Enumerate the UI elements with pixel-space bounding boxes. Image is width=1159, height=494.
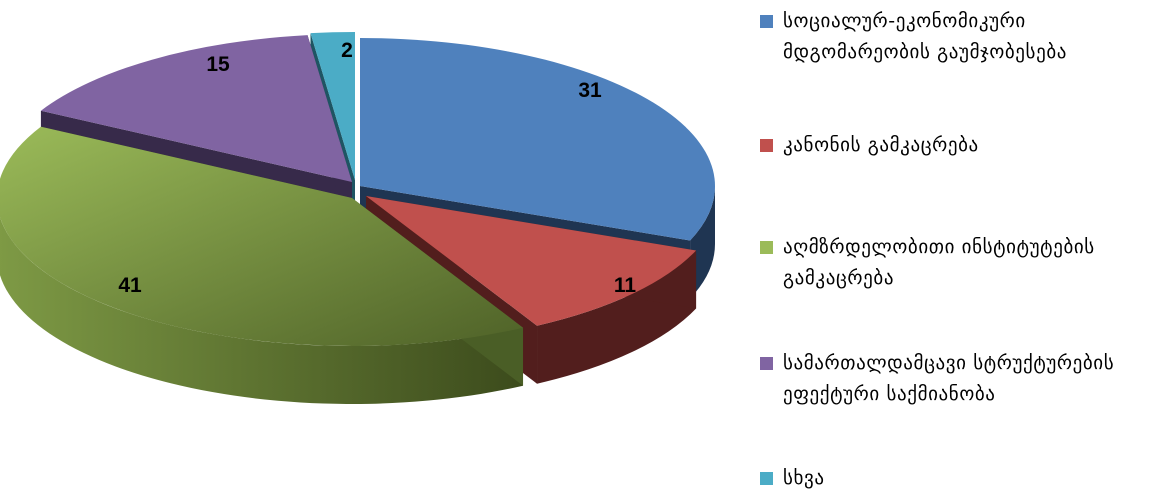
legend: სოციალურ-ეკონომიკური მდგომარეობის გაუმჯო… <box>760 6 1156 494</box>
legend-swatch <box>760 15 773 28</box>
legend-swatch <box>760 472 773 485</box>
data-label: 2 <box>341 39 353 62</box>
legend-item: სამართალდამცავი სტრუქტურების ეფექტური სა… <box>760 348 1156 463</box>
pie-slice-top <box>360 38 716 241</box>
pie-slice-side <box>0 217 524 404</box>
legend-label: აღმზრდელობითი ინსტიტუტების გამკაცრება <box>783 236 1095 289</box>
pie-slice-top <box>366 196 697 326</box>
pie-slice-top <box>40 35 352 182</box>
data-label: 31 <box>578 79 602 102</box>
pie-slice <box>0 126 524 404</box>
legend-item: კანონის გამკაცრება <box>760 130 1156 232</box>
data-label: 11 <box>614 274 637 297</box>
legend-swatch <box>760 241 773 254</box>
pie-slice-top <box>310 32 355 180</box>
legend-label: სხვა <box>783 467 825 489</box>
legend-swatch <box>760 357 773 370</box>
pie-chart: 2 15 31 11 41 <box>0 32 716 404</box>
legend-swatch <box>760 139 773 152</box>
data-label: 41 <box>118 274 142 297</box>
legend-item: სხვა <box>760 463 1156 494</box>
data-label: 15 <box>206 53 230 76</box>
legend-label: სამართალდამცავი სტრუქტურების ეფექტური სა… <box>783 352 1115 405</box>
legend-item: სოციალურ-ეკონომიკური მდგომარეობის გაუმჯო… <box>760 6 1156 130</box>
pie-slice-top <box>0 126 524 346</box>
legend-item: აღმზრდელობითი ინსტიტუტების გამკაცრება <box>760 232 1156 348</box>
legend-label: სოციალურ-ეკონომიკური მდგომარეობის გაუმჯო… <box>783 10 1068 63</box>
legend-label: კანონის გამკაცრება <box>783 134 979 156</box>
pie-slice-side <box>690 186 715 299</box>
